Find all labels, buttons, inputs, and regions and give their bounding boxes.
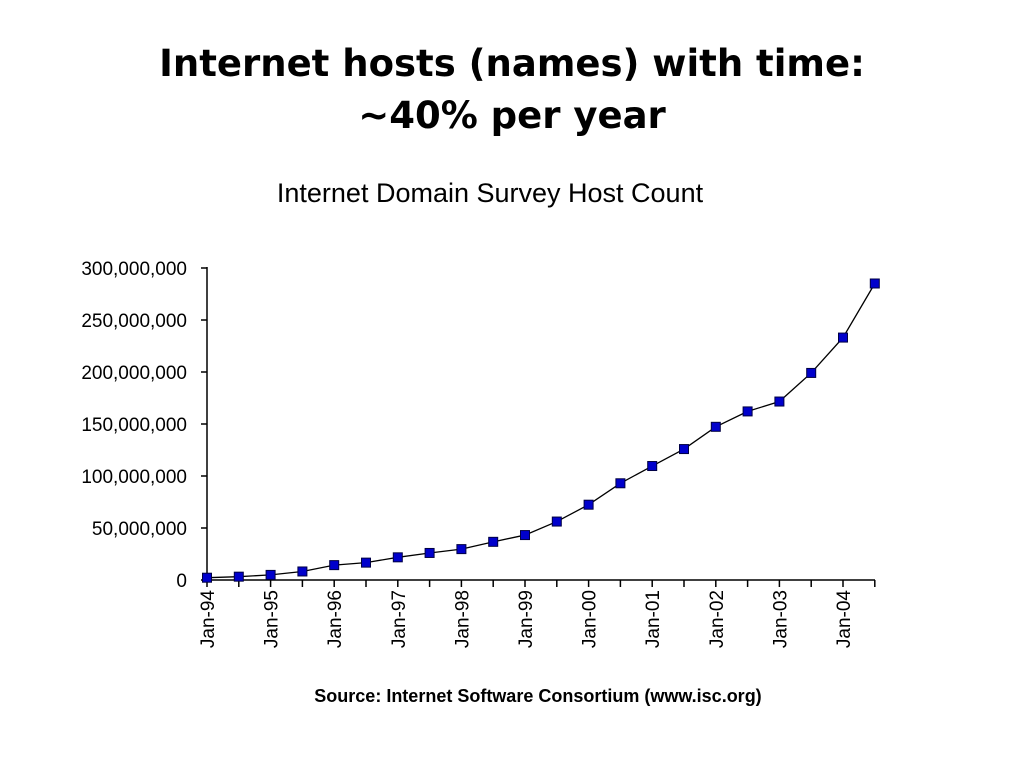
x-tick-label: Jan-02 (707, 590, 728, 648)
data-point (869, 278, 880, 289)
y-tick-label: 0 (176, 571, 187, 592)
x-tick-label: Jan-95 (262, 590, 283, 648)
data-point (679, 444, 689, 455)
data-point (297, 566, 308, 577)
data-point (647, 461, 658, 472)
x-tick-label: Jan-94 (198, 590, 219, 649)
x-tick-label: Jan-04 (834, 590, 855, 649)
slide-title-line-1: Internet hosts (names) with time: (159, 42, 865, 85)
data-point (329, 560, 340, 571)
data-point (520, 530, 530, 541)
y-tick-label: 100,000,000 (81, 467, 187, 488)
series-line (206, 283, 876, 579)
x-tick-label: Jan-96 (325, 590, 346, 648)
x-tick-label: Jan-98 (452, 590, 473, 648)
y-tick-label: 200,000,000 (81, 363, 187, 384)
chart-source: Source: Internet Software Consortium (ww… (314, 686, 761, 706)
data-point (361, 557, 371, 568)
data-point (265, 569, 276, 580)
data-point (806, 367, 817, 378)
x-tick-label: Jan-00 (580, 590, 601, 648)
series-host-count (202, 278, 880, 583)
data-point (742, 406, 753, 417)
x-tick-label: Jan-01 (643, 590, 664, 648)
chart-title: Internet Domain Survey Host Count (277, 178, 704, 208)
y-tick-label: 50,000,000 (92, 519, 187, 540)
data-point (233, 571, 244, 582)
data-point (774, 396, 785, 407)
data-point (424, 547, 435, 558)
slide-title: Internet hosts (names) with time: ~40% p… (0, 38, 1024, 142)
data-point (392, 552, 403, 563)
y-axis: 0 50,000,000 100,000,000 150,000,000 200,000… (81, 259, 208, 592)
data-point (615, 478, 626, 489)
data-point (551, 516, 562, 527)
x-tick-label: Jan-99 (516, 590, 537, 648)
x-axis: Jan-94 Jan-95 Jan-96 Jan-97 Jan-98 Jan-99 Jan-… (198, 579, 876, 649)
y-tick-label: 300,000,000 (81, 259, 187, 280)
y-tick-label: 250,000,000 (81, 311, 187, 332)
slide-title-line-2: ~40% per year (358, 94, 666, 137)
data-point (583, 499, 594, 510)
data-point (488, 536, 499, 547)
x-tick-label: Jan-97 (389, 590, 410, 648)
x-tick-label: Jan-03 (770, 590, 791, 648)
data-point (202, 572, 212, 583)
data-point (838, 332, 848, 343)
data-point (710, 421, 721, 432)
data-point (456, 544, 467, 555)
y-tick-label: 150,000,000 (81, 415, 187, 436)
